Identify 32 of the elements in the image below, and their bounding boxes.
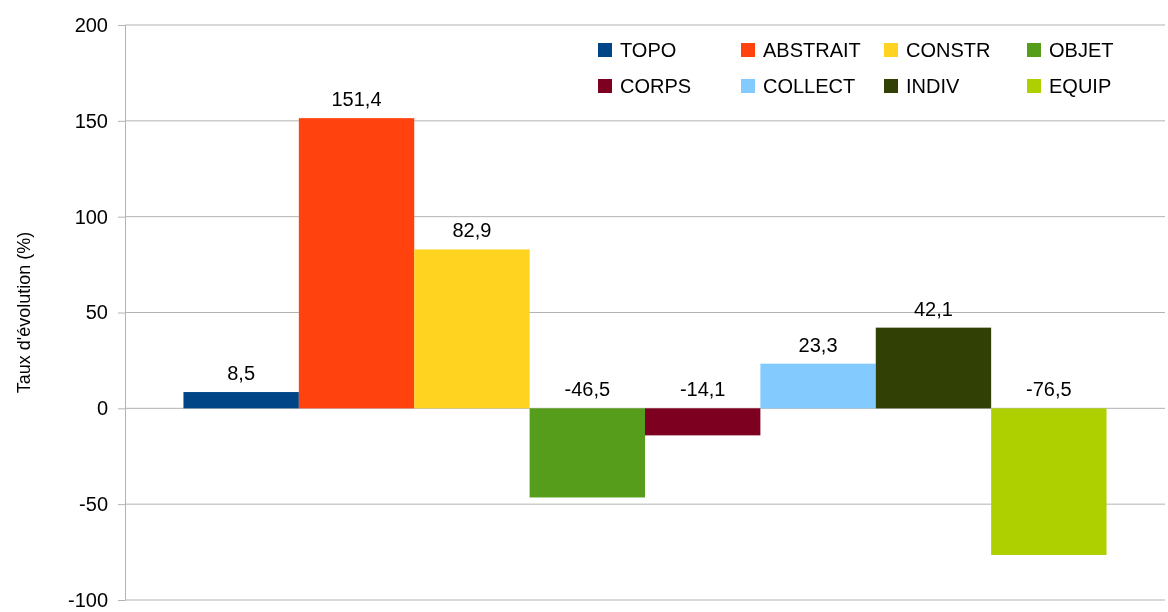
- y-tick-label: -100: [67, 588, 108, 611]
- legend-label: INDIV: [906, 75, 960, 97]
- y-tick-label: 200: [74, 13, 108, 36]
- bar: [529, 408, 645, 498]
- y-tick-label: 150: [74, 109, 108, 132]
- bar: [760, 363, 876, 409]
- data-label: 42,1: [913, 297, 953, 320]
- data-label: 8,5: [227, 362, 256, 385]
- data-label: 23,3: [798, 333, 838, 356]
- legend-label: CONSTR: [906, 39, 991, 61]
- legend-label: CORPS: [620, 75, 692, 97]
- y-axis-title: Taux d'évolution (%): [14, 231, 34, 394]
- legend-label: ABSTRAIT: [763, 39, 861, 61]
- data-label: 151,4: [331, 88, 382, 111]
- data-label: -76,5: [1026, 378, 1072, 401]
- legend-label: EQUIP: [1049, 75, 1112, 97]
- data-label: -46,5: [564, 378, 611, 401]
- bar: [183, 392, 299, 409]
- data-label: 82,9: [452, 219, 492, 242]
- y-tick-label: 50: [85, 301, 108, 324]
- bar: [991, 408, 1107, 555]
- legend-label: OBJET: [1049, 39, 1114, 61]
- legend-label: TOPO: [620, 39, 677, 61]
- bar: [645, 408, 761, 436]
- bar: [298, 118, 415, 409]
- y-tick-label: -50: [79, 493, 108, 516]
- y-tick-label: 100: [74, 205, 108, 228]
- legend-label: COLLECT: [763, 75, 856, 97]
- bar: [875, 327, 992, 409]
- bar: [414, 249, 530, 409]
- data-label: -14,1: [679, 378, 726, 401]
- y-tick-label: 0: [96, 397, 108, 420]
